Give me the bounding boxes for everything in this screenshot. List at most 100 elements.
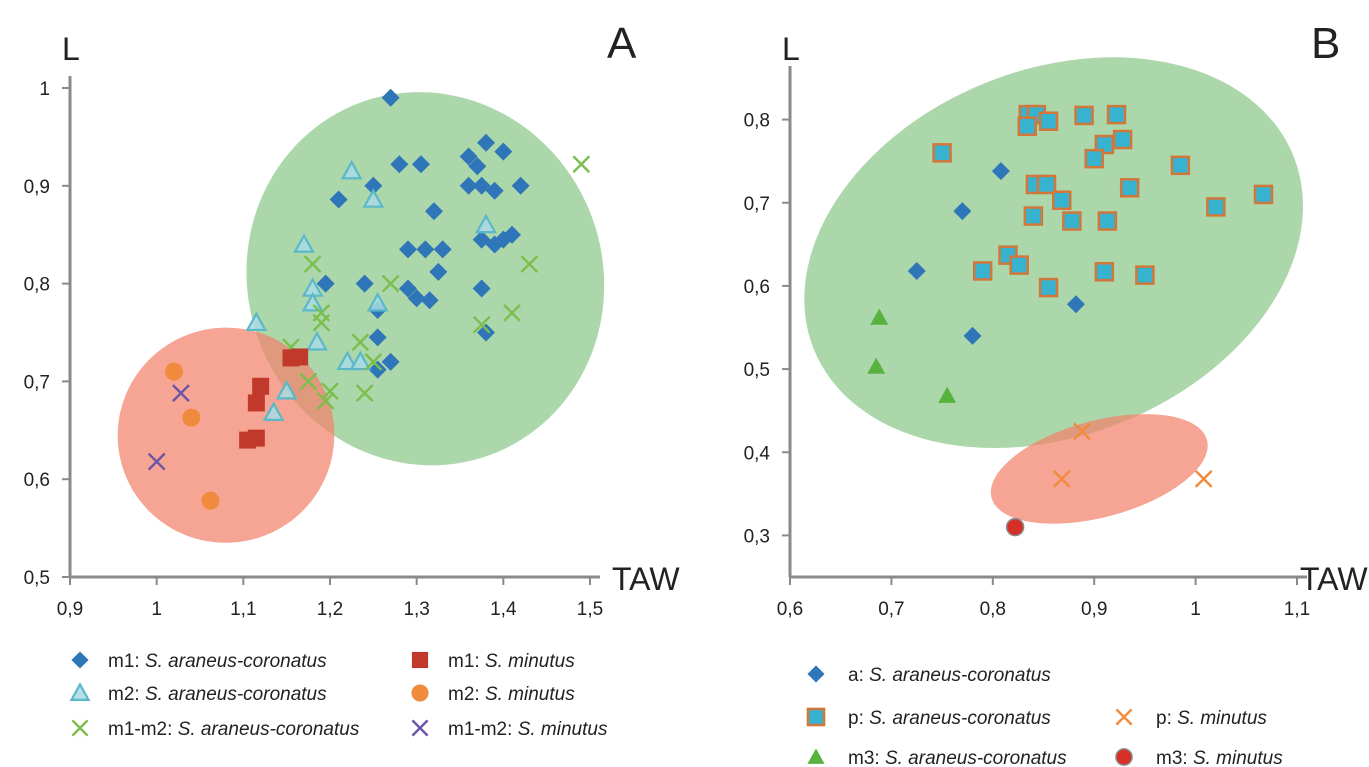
data-point xyxy=(429,262,448,281)
panel-label: A xyxy=(607,19,637,68)
legend-marker xyxy=(1115,708,1133,726)
y-tick-label: 0,3 xyxy=(744,526,770,547)
data-point xyxy=(381,88,400,107)
y-tick-label: 0,7 xyxy=(744,194,770,215)
data-point xyxy=(312,313,331,332)
y-axis-label: L xyxy=(782,31,800,67)
data-point xyxy=(991,162,1010,181)
data-point xyxy=(366,291,389,312)
legend-label: m3: S. araneus-coronatus xyxy=(848,748,1067,767)
data-point xyxy=(245,311,268,332)
data-point xyxy=(247,429,265,447)
x-tick-label: 0,8 xyxy=(980,599,1006,620)
x-axis-label: TAW xyxy=(612,561,680,597)
legend-marker xyxy=(411,651,429,669)
data-point xyxy=(520,255,539,273)
data-point xyxy=(1253,184,1274,205)
y-tick-label: 0,5 xyxy=(744,360,770,381)
data-point xyxy=(938,386,957,403)
data-point xyxy=(412,155,430,174)
data-point xyxy=(1073,422,1091,441)
data-point xyxy=(416,240,435,259)
data-point xyxy=(1038,277,1059,298)
data-point xyxy=(477,323,495,342)
data-point xyxy=(1119,178,1140,198)
legend-label: m3: S. minutus xyxy=(1156,748,1283,767)
data-point xyxy=(1097,211,1118,231)
data-point xyxy=(381,274,400,293)
data-point xyxy=(165,362,183,381)
panel-a: 0,9 1 1,1 1,2 1,3 1,4 1,5 0,5 0,6 0,7 0,8 0,9 1 TAW L A… xyxy=(24,19,681,740)
data-point xyxy=(511,176,530,195)
legend-marker xyxy=(807,665,825,683)
data-point xyxy=(1066,295,1085,314)
data-point xyxy=(1194,470,1213,488)
data-point xyxy=(1023,206,1044,226)
data-point xyxy=(303,255,322,273)
data-point xyxy=(972,261,993,281)
data-point xyxy=(1135,265,1155,285)
x-tick-label: 0,9 xyxy=(57,599,83,620)
data-point xyxy=(291,348,309,366)
x-tick-label: 1,5 xyxy=(577,599,603,620)
legend-label: m1: S. minutus xyxy=(448,651,575,672)
data-point xyxy=(932,143,952,163)
data-point xyxy=(459,147,478,166)
data-point xyxy=(1170,155,1191,176)
data-point xyxy=(201,491,220,510)
data-point xyxy=(433,240,452,259)
legend-marker xyxy=(71,651,89,669)
data-point xyxy=(252,377,270,395)
data-point xyxy=(321,382,339,401)
data-point xyxy=(953,202,972,221)
data-point xyxy=(275,379,298,400)
data-point xyxy=(399,240,417,259)
data-point xyxy=(963,326,982,345)
data-point xyxy=(355,384,374,402)
data-point xyxy=(368,328,387,347)
data-point xyxy=(262,401,285,421)
data-point xyxy=(329,190,348,209)
y-tick-label: 1 xyxy=(39,79,50,100)
data-point xyxy=(1094,134,1115,155)
y-tick-label: 0,8 xyxy=(24,275,50,296)
data-point xyxy=(364,352,383,371)
data-point xyxy=(1106,104,1127,125)
y-tick-label: 0,4 xyxy=(744,443,771,464)
data-point xyxy=(1094,262,1115,282)
y-tick-label: 0,5 xyxy=(24,568,50,589)
legend-marker xyxy=(807,748,825,764)
legend-label: p: S. araneus-coronatus xyxy=(848,708,1051,729)
data-point xyxy=(355,274,374,293)
data-point xyxy=(364,176,383,195)
x-tick-label: 1 xyxy=(1190,599,1201,620)
data-point xyxy=(336,350,359,371)
data-point xyxy=(503,225,521,244)
x-tick-label: 1,1 xyxy=(230,599,256,620)
legend-marker xyxy=(1115,748,1133,766)
data-point xyxy=(301,291,324,312)
legend-marker xyxy=(69,682,91,701)
y-tick-label: 0,8 xyxy=(744,111,770,132)
data-point xyxy=(407,289,426,308)
data-point xyxy=(867,357,886,374)
y-tick-label: 0,6 xyxy=(24,470,50,491)
x-tick-label: 0,6 xyxy=(777,599,803,620)
data-point xyxy=(1009,255,1029,275)
data-point xyxy=(1038,111,1059,131)
legend-label: m1-m2: S. araneus-coronatus xyxy=(108,719,360,740)
x-tick-label: 1,3 xyxy=(403,599,429,620)
data-point xyxy=(399,279,417,298)
x-tick-label: 0,9 xyxy=(1081,599,1107,620)
data-point xyxy=(340,159,363,180)
x-tick-label: 1,4 xyxy=(490,599,517,620)
data-point xyxy=(425,202,443,221)
data-point xyxy=(368,360,387,379)
y-tick-label: 0,7 xyxy=(24,372,50,393)
data-point xyxy=(1062,211,1082,231)
legend-marker xyxy=(411,684,429,702)
x-tick-label: 1,1 xyxy=(1284,599,1310,620)
y-axis-label: L xyxy=(62,31,80,67)
data-point xyxy=(172,384,190,402)
